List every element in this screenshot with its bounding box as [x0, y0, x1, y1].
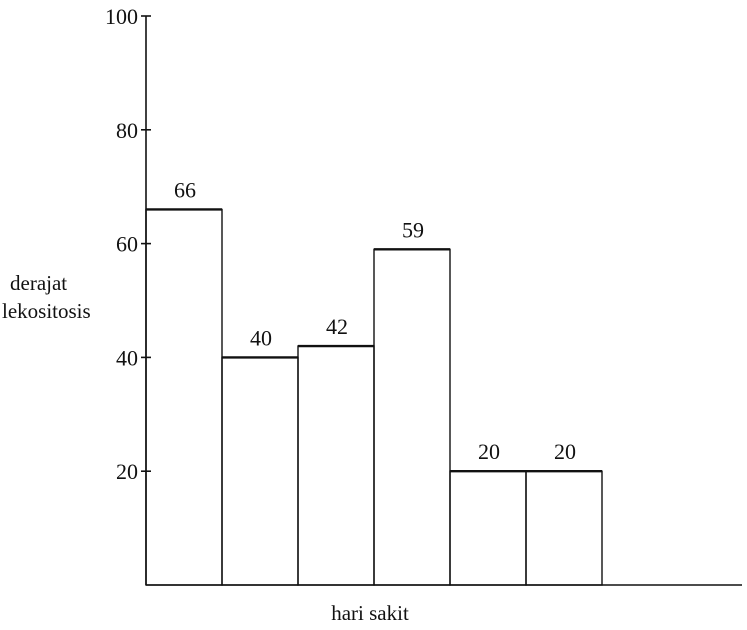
y-tick-label: 100 — [105, 4, 138, 29]
bar — [449, 470, 527, 586]
y-axis-title-line-2: lekositosis — [2, 299, 91, 323]
y-tick-label: 60 — [116, 232, 138, 257]
bar-data-label: 40 — [250, 325, 272, 350]
y-tick-label: 80 — [116, 118, 138, 143]
y-axis-title-line-1: derajat — [10, 271, 67, 295]
bar — [373, 248, 451, 586]
chart-axes — [145, 16, 742, 586]
y-tick-label: 20 — [116, 459, 138, 484]
bar — [145, 208, 223, 586]
bar-data-label: 59 — [402, 217, 424, 242]
bar-data-label: 20 — [554, 439, 576, 464]
bar-data-label: 42 — [326, 314, 348, 339]
bar — [297, 345, 375, 586]
bar-data-labels: 66 40 42 59 20 20 — [174, 177, 576, 464]
x-axis-title: hari sakit — [331, 601, 409, 625]
bar — [525, 470, 603, 586]
y-axis-ticks: 20 40 60 80 100 — [105, 4, 151, 484]
bar-series — [145, 208, 603, 586]
y-tick-label: 40 — [116, 345, 138, 370]
bar — [221, 356, 299, 586]
bar-data-label: 20 — [478, 439, 500, 464]
bar-data-label: 66 — [174, 177, 196, 202]
